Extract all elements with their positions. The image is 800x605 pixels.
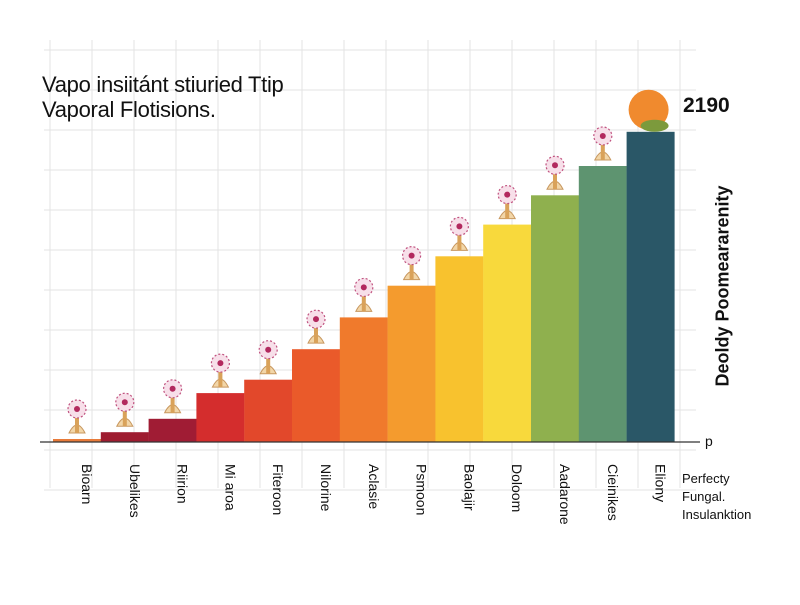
fungus-illustration-icon bbox=[354, 277, 374, 312]
bar bbox=[100, 432, 149, 442]
axis-end-label: p bbox=[705, 433, 713, 449]
fungus-illustration-icon bbox=[210, 353, 230, 388]
bars bbox=[53, 131, 675, 443]
fungus-illustration-icon bbox=[67, 399, 87, 434]
legend-note-line-3: Insulanktion bbox=[682, 507, 752, 522]
fungus-illustration-icon bbox=[497, 184, 517, 220]
bar bbox=[387, 285, 436, 442]
top-value-label: 2190 bbox=[683, 94, 730, 117]
category-label: Cieinikes bbox=[605, 464, 621, 521]
bar bbox=[196, 393, 245, 442]
category-label: Baolajir bbox=[461, 464, 477, 511]
category-labels: Bioarn Ubelikes Riirion Mi aroa Fiteroon Nilo… bbox=[79, 464, 669, 525]
bar bbox=[483, 224, 532, 442]
y-axis-label-wrap: Deoldy Poomeararenity bbox=[712, 185, 733, 387]
category-label: Eliony bbox=[653, 464, 669, 502]
category-label: Ubelikes bbox=[127, 464, 143, 518]
category-label: Psmoon bbox=[414, 464, 430, 515]
category-label: Aadarone bbox=[557, 464, 573, 525]
bar bbox=[339, 317, 388, 442]
chart-subtitle: Vaporal Flotisions. bbox=[42, 97, 216, 122]
bar bbox=[626, 131, 675, 443]
fungus-illustration-icon bbox=[115, 392, 135, 427]
category-label: Fiteroon bbox=[270, 464, 286, 515]
bar bbox=[531, 195, 579, 442]
category-label: Doloom bbox=[509, 464, 525, 512]
category-label: Nilorine bbox=[318, 464, 334, 512]
bar bbox=[53, 439, 101, 442]
category-label: Aclasie bbox=[366, 464, 382, 509]
category-label: Bioarn bbox=[79, 464, 95, 504]
bar bbox=[244, 379, 293, 442]
fungus-illustration-icon bbox=[593, 126, 613, 161]
fungus-illustration-icon bbox=[628, 89, 669, 132]
bar bbox=[435, 256, 484, 442]
chart-title-block: Vapo insiitánt stiuried Ttip Vaporal Flo… bbox=[42, 72, 362, 122]
legend-note: Perfecty Fungal. Insulanktion bbox=[682, 470, 792, 524]
fungus-illustration-icon bbox=[545, 155, 565, 190]
category-label: Mi aroa bbox=[222, 464, 238, 511]
fungus-illustration-icon bbox=[449, 216, 469, 251]
y-axis-label: Deoldy Poomeararenity bbox=[712, 185, 733, 387]
bar bbox=[148, 418, 197, 442]
fungus-illustration-icon bbox=[258, 340, 278, 375]
legend-note-line-1: Perfecty bbox=[682, 471, 730, 486]
fungus-illustration-icon bbox=[402, 246, 422, 281]
fungus-illustration-icon bbox=[306, 309, 326, 344]
category-label: Riirion bbox=[175, 464, 191, 504]
bar bbox=[292, 349, 340, 442]
bar-decorations bbox=[67, 89, 669, 434]
legend-note-line-2: Fungal. bbox=[682, 489, 726, 504]
fungus-illustration-icon bbox=[163, 379, 183, 414]
bar bbox=[578, 166, 627, 442]
chart-title: Vapo insiitánt stiuried Ttip bbox=[42, 72, 284, 97]
